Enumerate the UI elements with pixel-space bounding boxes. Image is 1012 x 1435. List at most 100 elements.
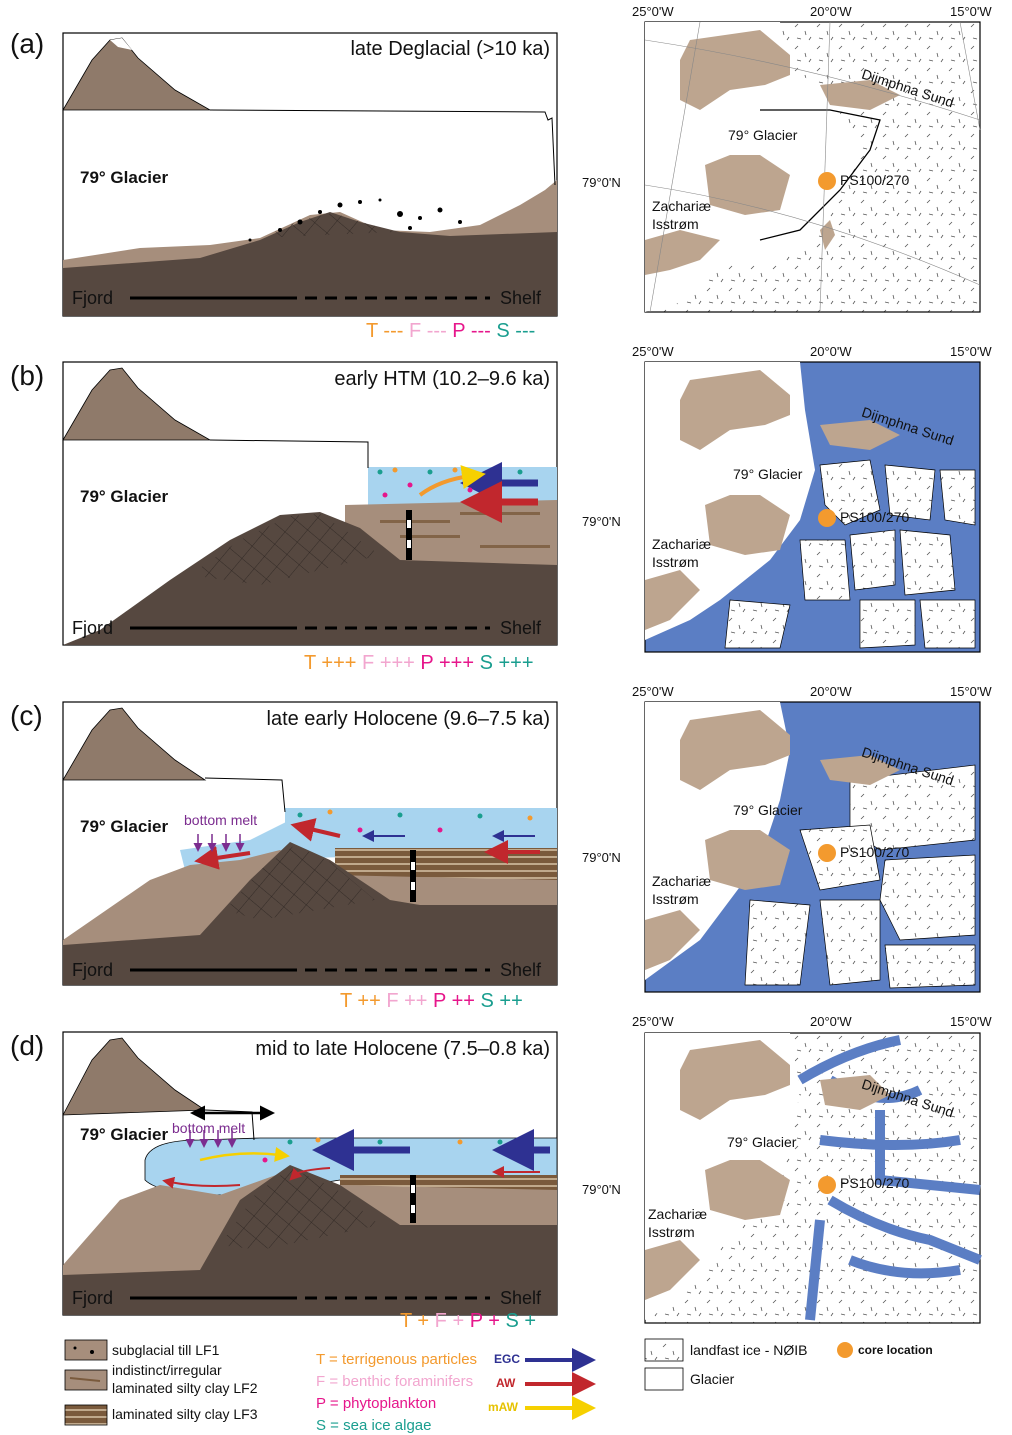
legend-proxy-p: P = phytoplankton bbox=[316, 1395, 437, 1412]
panel-c-glacier-label: 79° Glacier bbox=[80, 817, 169, 836]
map-a-lat: 79°0'N bbox=[582, 175, 621, 190]
indicator-p-key: P bbox=[469, 1310, 483, 1332]
map-d-zach2: Isstrøm bbox=[648, 1224, 695, 1240]
indicator-t-value: --- bbox=[383, 320, 404, 342]
map-d-glacier: 79° Glacier bbox=[727, 1134, 797, 1150]
indicator-t-value: ++ bbox=[357, 990, 381, 1012]
map-a-lon-15: 15°0'W bbox=[950, 4, 992, 19]
map-b-core: PS100/270 bbox=[840, 509, 910, 525]
legend-current-egc: EGC bbox=[494, 1352, 521, 1366]
panel-c-title: late early Holocene (9.6–7.5 ka) bbox=[266, 708, 551, 730]
legend-proxy-t: T = terrigenous particles bbox=[316, 1351, 478, 1368]
indicator-s-value: +++ bbox=[498, 652, 534, 674]
map-c-glacier: 79° Glacier bbox=[733, 802, 803, 818]
indicator-p-key: P bbox=[433, 990, 447, 1012]
panel-d-indicators: T + F + P + S + bbox=[400, 1310, 536, 1333]
legend-graphics bbox=[64, 1338, 853, 1426]
panel-a-label: (a) bbox=[10, 28, 45, 59]
map-b bbox=[644, 361, 981, 653]
panel-d-shelf-label: Shelf bbox=[500, 1288, 542, 1308]
legend-lf3: laminated silty clay LF3 bbox=[112, 1406, 258, 1422]
indicator-s-key: S bbox=[505, 1310, 519, 1332]
indicator-s-key: S bbox=[480, 990, 494, 1012]
indicator-t-value: + bbox=[417, 1310, 430, 1332]
map-c-lon-25: 25°0'W bbox=[632, 684, 674, 699]
indicator-f-key: F bbox=[386, 990, 399, 1012]
panel-a-indicators: T --- F --- P --- S --- bbox=[366, 320, 535, 343]
panel-c-bottom-melt: bottom melt bbox=[184, 812, 258, 828]
panel-d-bottom-melt: bottom melt bbox=[172, 1120, 246, 1136]
map-d-lon-25: 25°0'W bbox=[632, 1014, 674, 1029]
panel-a-title: late Deglacial (>10 ka) bbox=[350, 38, 550, 60]
map-a-zach2: Isstrøm bbox=[652, 216, 699, 232]
indicator-t-key: T bbox=[366, 320, 378, 342]
panel-d-title: mid to late Holocene (7.5–0.8 ka) bbox=[255, 1038, 550, 1060]
indicator-f-key: F bbox=[434, 1310, 447, 1332]
indicator-f-value: ++ bbox=[404, 990, 428, 1012]
map-a-lon-20: 20°0'W bbox=[810, 4, 852, 19]
panel-b-indicators: T +++ F +++ P +++ S +++ bbox=[304, 652, 534, 675]
panel-c-shelf-label: Shelf bbox=[500, 960, 542, 980]
legend-proxy-f: F = benthic foraminifers bbox=[316, 1373, 474, 1390]
panel-a-cross-section bbox=[62, 32, 558, 317]
indicator-s-key: S bbox=[496, 320, 510, 342]
map-a bbox=[644, 21, 981, 313]
indicator-s-value: --- bbox=[515, 320, 536, 342]
panel-d-fjord-label: Fjord bbox=[72, 1288, 114, 1308]
panel-c-indicators: T ++ F ++ P ++ S ++ bbox=[340, 990, 523, 1013]
indicator-f-key: F bbox=[408, 320, 422, 342]
map-c-zach1: Zachariæ bbox=[652, 873, 712, 889]
panel-b-label: (b) bbox=[10, 360, 45, 391]
panel-b-fjord-label: Fjord bbox=[72, 618, 114, 638]
indicator-f-value: + bbox=[452, 1310, 465, 1332]
panel-a-glacier-label: 79° Glacier bbox=[80, 168, 169, 187]
indicator-s-value: ++ bbox=[499, 990, 523, 1012]
legend-landfast: landfast ice - NØIB bbox=[690, 1342, 808, 1358]
map-d-lat: 79°0'N bbox=[582, 1182, 621, 1197]
legend-lf1: subglacial till LF1 bbox=[112, 1342, 220, 1358]
indicator-t-key: T bbox=[304, 652, 316, 674]
map-d-zach1: Zachariæ bbox=[648, 1206, 708, 1222]
indicator-p-value: +++ bbox=[438, 652, 475, 674]
map-b-glacier: 79° Glacier bbox=[733, 466, 803, 482]
map-c-core: PS100/270 bbox=[840, 844, 910, 860]
map-d-lon-15: 15°0'W bbox=[950, 1014, 992, 1029]
indicator-f-value: +++ bbox=[379, 652, 415, 674]
legend-current-maw: mAW bbox=[488, 1400, 518, 1414]
indicator-t-key: T bbox=[340, 990, 352, 1012]
map-a-glacier: 79° Glacier bbox=[728, 127, 798, 143]
map-b-zach1: Zachariæ bbox=[652, 536, 712, 552]
panel-a-fjord-label: Fjord bbox=[72, 288, 114, 308]
legend-proxy-s: S = sea ice algae bbox=[316, 1417, 432, 1434]
indicator-p-key: P bbox=[420, 652, 434, 674]
legend-current-aw: AW bbox=[496, 1376, 516, 1390]
indicator-f-key: F bbox=[362, 652, 375, 674]
map-b-lat: 79°0'N bbox=[582, 514, 621, 529]
panel-d-glacier-label: 79° Glacier bbox=[80, 1125, 169, 1144]
map-c-lon-20: 20°0'W bbox=[810, 684, 852, 699]
legend-lf2-line1: indistinct/irregular bbox=[112, 1362, 222, 1378]
map-d-lon-20: 20°0'W bbox=[810, 1014, 852, 1029]
map-c bbox=[644, 701, 981, 993]
indicator-s-key: S bbox=[479, 652, 493, 674]
map-a-lon-25: 25°0'W bbox=[632, 4, 674, 19]
indicator-t-key: T bbox=[400, 1310, 412, 1332]
indicator-p-value: ++ bbox=[451, 990, 475, 1012]
map-b-zach2: Isstrøm bbox=[652, 554, 699, 570]
map-c-zach2: Isstrøm bbox=[652, 891, 699, 907]
indicator-p-key: P bbox=[452, 320, 466, 342]
map-b-lon-20: 20°0'W bbox=[810, 344, 852, 359]
map-d bbox=[644, 1032, 982, 1324]
indicator-f-value: --- bbox=[426, 320, 447, 342]
panel-b-glacier-label: 79° Glacier bbox=[80, 487, 169, 506]
panel-c-label: (c) bbox=[10, 700, 43, 731]
panel-d-cross-section bbox=[62, 1031, 558, 1316]
legend-lf2-line2: laminated silty clay LF2 bbox=[112, 1380, 258, 1396]
legend-glacier: Glacier bbox=[690, 1371, 735, 1387]
map-a-zach1: Zachariæ bbox=[652, 198, 712, 214]
panel-b-cross-section bbox=[62, 361, 558, 646]
map-b-lon-25: 25°0'W bbox=[632, 344, 674, 359]
legend-core-location: core location bbox=[858, 1343, 933, 1357]
map-b-lon-15: 15°0'W bbox=[950, 344, 992, 359]
panel-b-shelf-label: Shelf bbox=[500, 618, 542, 638]
